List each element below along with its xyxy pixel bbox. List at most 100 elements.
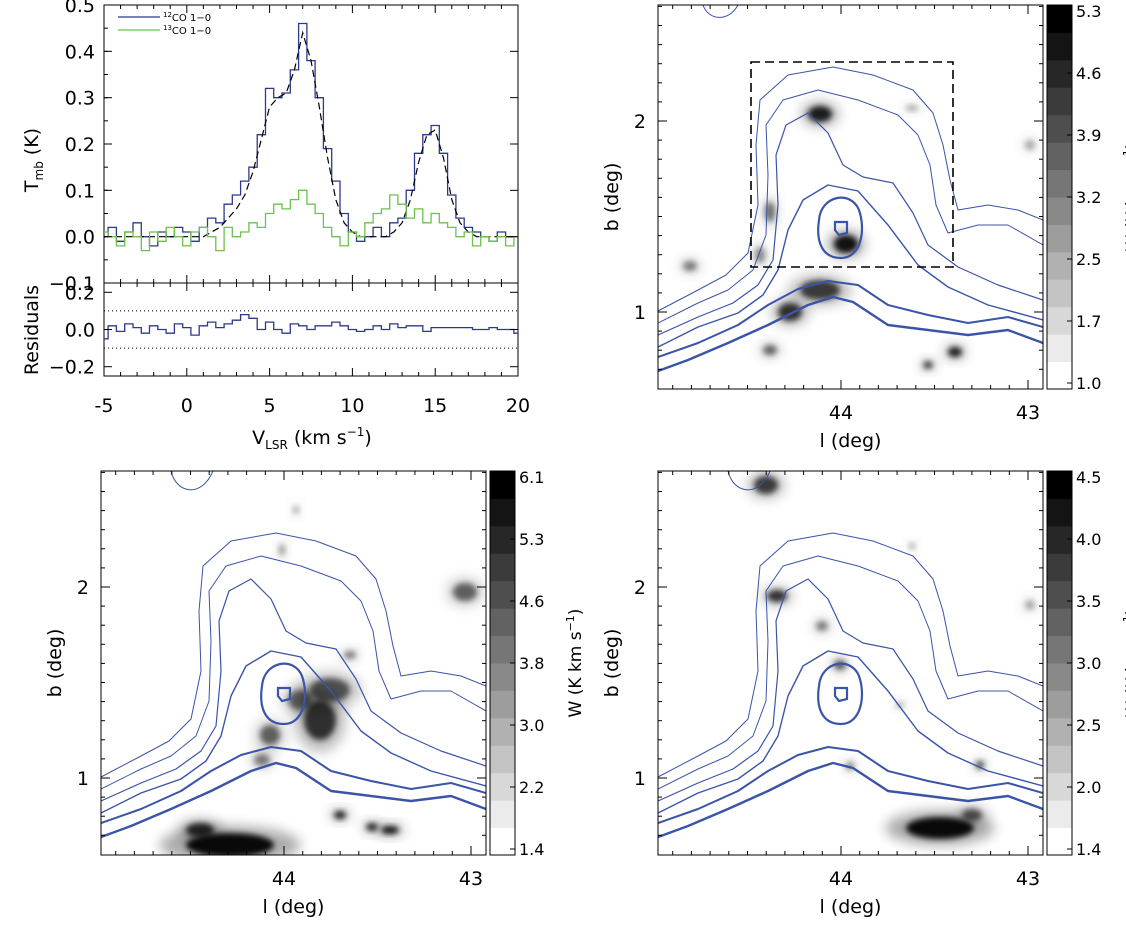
map-y-tick-label: 2: [634, 111, 646, 133]
colorbar-step: [1047, 59, 1072, 88]
residual-tick-label: −0.2: [49, 357, 95, 379]
colorbar-step: [490, 827, 515, 856]
emission-blob: [765, 202, 775, 222]
map-xlabel: l (deg): [263, 896, 325, 918]
colorbar-step: [1047, 251, 1072, 280]
emission-blob: [906, 817, 974, 839]
colorbar-tick-label: 3.8: [519, 654, 544, 673]
colorbar-step: [1047, 279, 1072, 308]
contour-inner: [817, 662, 863, 726]
map-x-tick-label: 43: [1016, 402, 1040, 424]
colorbar-step: [1047, 827, 1072, 856]
contour-line: [658, 650, 1043, 814]
emission-blob: [948, 347, 962, 357]
colorbar-tick-label: 1.4: [1076, 840, 1101, 859]
y-tick-label: −0.1: [49, 273, 95, 295]
colorbar-step: [1047, 197, 1072, 225]
emission-blob: [186, 823, 214, 837]
emission-blob: [834, 235, 858, 253]
contour-peak: [833, 686, 849, 703]
contour-line: [658, 66, 1043, 312]
colorbar-tick-label: 2.2: [519, 778, 544, 797]
contour-line: [101, 578, 486, 802]
emission-image: [159, 503, 485, 855]
contour-line: [101, 532, 486, 778]
contours: [658, 5, 1043, 373]
colorbar-step: [1047, 32, 1072, 61]
contour-inner: [260, 662, 306, 726]
map-y-tick-label: 1: [634, 302, 646, 324]
map-xlabel: l (deg): [820, 430, 882, 452]
colorbar-tick-label: 5.3: [1076, 2, 1101, 21]
colorbar-tick-label: 1.7: [1076, 312, 1101, 331]
colorbar-step: [490, 580, 515, 609]
colorbar-tick-label: 1.0: [1076, 374, 1101, 393]
contour-peak: [276, 686, 292, 703]
map-panels: 44 43 2 1 l (deg) b (deg) 5.3 4.6 3.9 3.2 2.5 1.7 1.…: [44, 2, 1126, 918]
colorbar-step: [1047, 525, 1072, 554]
residual-ylabel: Residuals: [21, 285, 43, 375]
map-x-tick-label: 44: [272, 868, 296, 890]
contour-lobe: [727, 471, 771, 491]
emission-blob: [453, 583, 477, 601]
colorbar-step: [490, 663, 515, 691]
contour-line: [658, 578, 1043, 802]
y-tick-label: 0.2: [65, 134, 95, 156]
map-ylabel: b (deg): [601, 163, 623, 232]
contour-line: [658, 280, 1043, 358]
colorbar-tick-label: 4.6: [1076, 64, 1101, 83]
colorbar-tick-label: 2.0: [1076, 778, 1101, 797]
residual-series: [104, 310, 518, 349]
residual-tick-label: 0.0: [65, 320, 95, 342]
contour-lobe: [170, 471, 214, 491]
spectrum-series: [104, 22, 518, 252]
emission-blob: [923, 361, 933, 369]
emission-blob: [906, 105, 918, 111]
colorbar-step: [1047, 580, 1072, 609]
x-tick-label: 0: [181, 395, 193, 417]
contour-lobe: [702, 5, 739, 18]
map-x-tick-label: 43: [1016, 868, 1040, 890]
series-13co-1-0: [104, 189, 518, 252]
colorbar-step: [1047, 224, 1072, 253]
colorbar-step: [1047, 635, 1072, 664]
map-y-tick-label: 1: [634, 768, 646, 790]
spectrum-ylabel: Tmb(K): [21, 128, 46, 193]
map-x-tick-label: 43: [459, 868, 483, 890]
colorbar-step: [1047, 169, 1072, 198]
map-bottom-right: 44 43 2 1 l (deg) b (deg) 4.5 4.0 3.5 3.0 2.5 2.0 1.…: [601, 468, 1126, 918]
map-y-tick-label: 1: [77, 768, 89, 790]
emission-blob: [254, 754, 270, 766]
contour-peak: [833, 220, 849, 237]
colorbar-step: [490, 471, 515, 499]
series-fit: [104, 30, 518, 238]
colorbar-label: W (K km s−1): [1121, 143, 1126, 252]
colorbar-step: [490, 498, 515, 527]
colorbar-step: [1047, 608, 1072, 637]
emission-blob: [293, 506, 299, 514]
colorbar-step: [1047, 498, 1072, 527]
colorbar-tick-label: 2.5: [1076, 716, 1101, 735]
contours: [658, 471, 1043, 839]
y-tick-label: 0.0: [65, 227, 95, 249]
colorbar-tick-label: 4.5: [1076, 468, 1101, 487]
emission-blob: [683, 261, 697, 271]
colorbar-step: [490, 553, 515, 582]
contour-line: [658, 112, 1043, 336]
emission-blob: [808, 106, 832, 122]
x-tick-label: 5: [264, 395, 276, 417]
colorbar-tick-label: 3.0: [1076, 654, 1101, 673]
emission-blob: [260, 725, 280, 745]
colorbar-tick-label: 1.4: [519, 840, 544, 859]
emission-blob: [334, 811, 346, 819]
spectrum-ticks: -5 0 5 10 15 200.50.40.30.20.10.0−0.10.20.0−0…: [49, 0, 530, 417]
emission-blob: [1025, 140, 1035, 150]
y-tick-label: 0.3: [65, 88, 95, 110]
colorbar-tick-label: 3.9: [1076, 126, 1101, 145]
spectrum-panel: -5 0 5 10 15 200.50.40.30.20.10.0−0.10.20.0−0…: [21, 0, 530, 452]
emission-image: [678, 101, 1038, 372]
contour-line: [101, 650, 486, 814]
emission-blob: [344, 651, 356, 659]
emission-blob: [763, 345, 777, 355]
